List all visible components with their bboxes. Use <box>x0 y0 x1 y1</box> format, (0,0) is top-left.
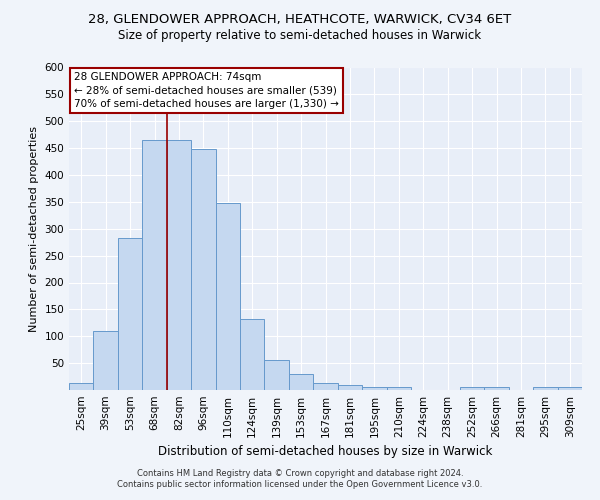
Bar <box>265 360 289 390</box>
Text: 28, GLENDOWER APPROACH, HEATHCOTE, WARWICK, CV34 6ET: 28, GLENDOWER APPROACH, HEATHCOTE, WARWI… <box>88 12 512 26</box>
X-axis label: Distribution of semi-detached houses by size in Warwick: Distribution of semi-detached houses by … <box>158 446 493 458</box>
Text: Size of property relative to semi-detached houses in Warwick: Size of property relative to semi-detach… <box>118 29 482 42</box>
Bar <box>118 238 142 390</box>
Bar <box>557 388 582 390</box>
Bar <box>484 388 509 390</box>
Bar <box>142 140 167 390</box>
Bar <box>460 387 484 390</box>
Bar <box>313 383 338 390</box>
Y-axis label: Number of semi-detached properties: Number of semi-detached properties <box>29 126 39 332</box>
Bar <box>386 387 411 390</box>
Bar <box>289 374 313 390</box>
Text: Contains public sector information licensed under the Open Government Licence v3: Contains public sector information licen… <box>118 480 482 489</box>
Bar <box>362 387 386 390</box>
Bar <box>215 204 240 390</box>
Text: 28 GLENDOWER APPROACH: 74sqm
← 28% of semi-detached houses are smaller (539)
70%: 28 GLENDOWER APPROACH: 74sqm ← 28% of se… <box>74 72 339 108</box>
Bar <box>338 385 362 390</box>
Bar <box>94 331 118 390</box>
Bar <box>191 149 215 390</box>
Text: Contains HM Land Registry data © Crown copyright and database right 2024.: Contains HM Land Registry data © Crown c… <box>137 468 463 477</box>
Bar <box>240 318 265 390</box>
Bar <box>167 140 191 390</box>
Bar <box>533 388 557 390</box>
Bar <box>69 383 94 390</box>
